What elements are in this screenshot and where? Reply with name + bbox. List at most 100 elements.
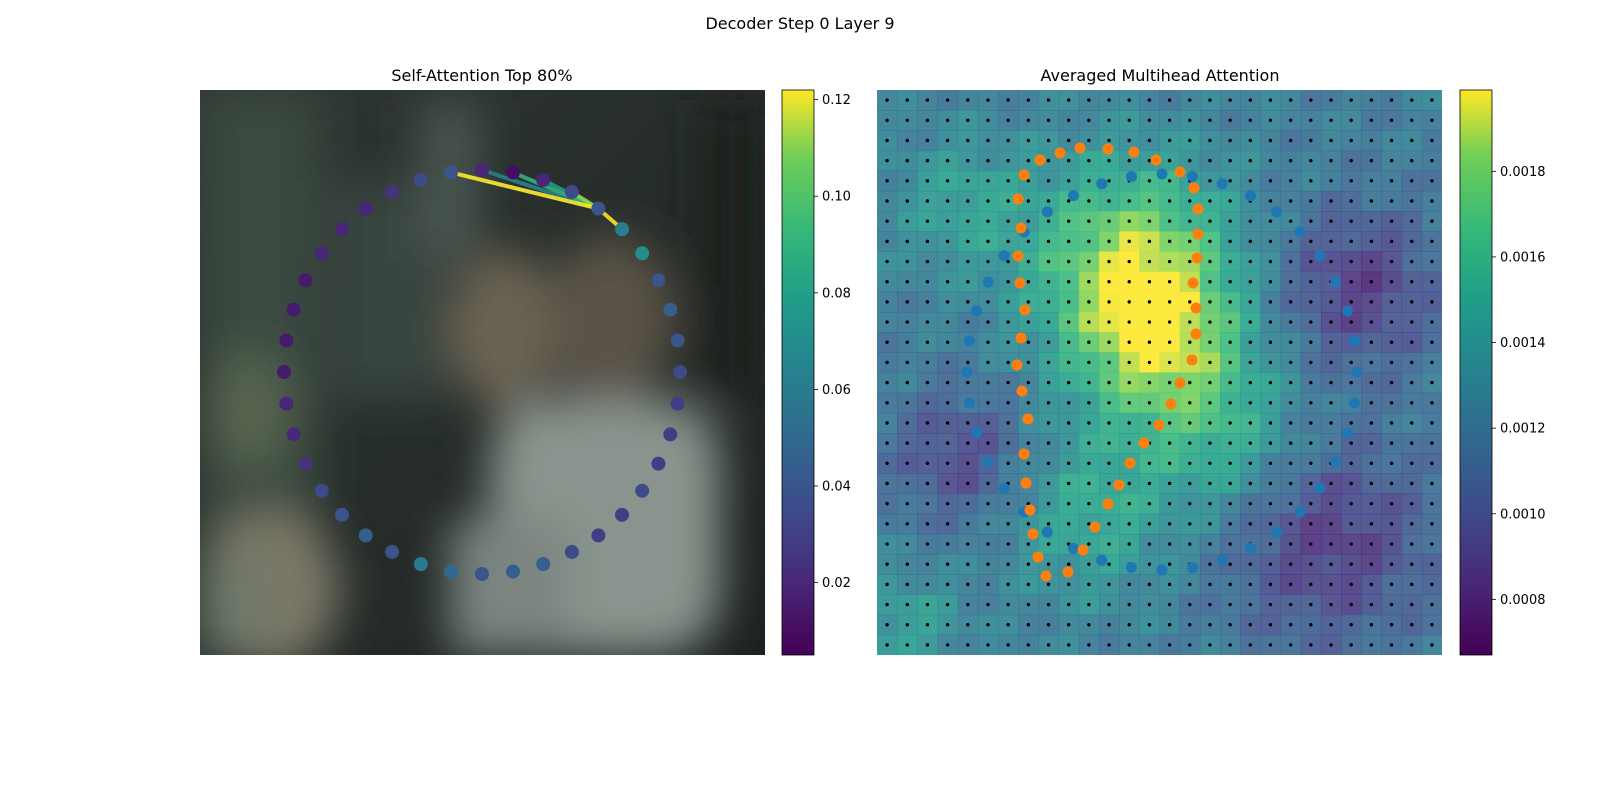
grid-point	[1430, 239, 1434, 244]
grid-point	[1167, 562, 1172, 566]
grid-point	[1066, 118, 1071, 122]
grid-point	[1369, 360, 1374, 365]
grid-point	[905, 501, 909, 506]
colorbar-tick-label: 0.0008	[1500, 593, 1546, 608]
grid-point	[1329, 481, 1333, 486]
grid-point	[1430, 360, 1434, 365]
grid-point	[1288, 481, 1293, 486]
grid-point	[1208, 461, 1212, 466]
grid-point	[1026, 259, 1031, 264]
grid-point	[1228, 461, 1232, 466]
grid-point	[1309, 481, 1313, 486]
grid-point	[1147, 118, 1152, 122]
grid-point	[1188, 623, 1192, 627]
grid-point	[1309, 582, 1313, 587]
initial-contour-point	[1294, 226, 1306, 238]
grid-point	[1329, 179, 1333, 183]
grid-point	[1107, 441, 1111, 445]
grid-point	[925, 643, 930, 647]
grid-point	[966, 300, 970, 304]
contour-point	[358, 528, 373, 543]
grid-point	[1349, 239, 1353, 244]
grid-point	[1066, 259, 1071, 264]
grid-point	[966, 158, 970, 163]
initial-contour-point	[961, 366, 973, 378]
predicted-contour-point	[1174, 377, 1186, 389]
grid-point	[1127, 421, 1131, 425]
grid-point	[925, 158, 930, 163]
grid-point	[945, 199, 950, 203]
grid-point	[1066, 562, 1071, 566]
grid-point	[1107, 643, 1111, 647]
grid-point	[945, 441, 950, 445]
grid-point	[1228, 158, 1232, 163]
initial-contour-point	[1271, 206, 1283, 218]
grid-point	[1046, 582, 1051, 587]
grid-point	[885, 199, 889, 203]
grid-point	[1268, 300, 1273, 304]
grid-point	[1430, 501, 1434, 506]
grid-point	[1288, 401, 1293, 405]
grid-point	[1369, 380, 1374, 385]
grid-point	[1188, 239, 1192, 244]
grid-point	[1087, 643, 1091, 647]
grid-point	[1349, 219, 1353, 223]
grid-point	[1349, 360, 1353, 365]
grid-point	[945, 522, 950, 526]
grid-point	[1026, 199, 1031, 203]
grid-point	[1369, 320, 1374, 324]
grid-point	[1167, 380, 1172, 385]
grid-point	[966, 623, 970, 627]
grid-point	[1188, 380, 1192, 385]
grid-point	[1167, 360, 1172, 365]
grid-point	[1066, 501, 1071, 506]
attention-link	[510, 170, 601, 211]
grid-point	[1288, 421, 1293, 425]
grid-point	[1228, 199, 1232, 203]
grid-point	[925, 98, 930, 102]
grid-point	[1410, 623, 1414, 627]
grid-point	[1188, 259, 1192, 264]
grid-point	[1248, 118, 1253, 122]
grid-point	[1288, 542, 1293, 546]
grid-point	[1087, 582, 1091, 587]
grid-point	[905, 199, 909, 203]
grid-point	[1369, 279, 1374, 284]
contour-point	[591, 201, 606, 216]
initial-contour-point	[1351, 366, 1363, 378]
grid-point	[1389, 401, 1394, 405]
grid-point	[1147, 158, 1152, 163]
grid-point	[1188, 158, 1192, 163]
grid-point	[1026, 300, 1031, 304]
grid-point	[1006, 98, 1010, 102]
grid-point	[1268, 501, 1273, 506]
grid-point	[966, 421, 970, 425]
grid-point	[1430, 219, 1434, 223]
grid-point	[925, 380, 930, 385]
grid-point	[1389, 643, 1394, 647]
grid-point	[986, 340, 990, 344]
grid-point	[1228, 542, 1232, 546]
grid-point	[1430, 643, 1434, 647]
grid-point	[1329, 360, 1333, 365]
grid-point	[1127, 501, 1131, 506]
grid-point	[1349, 138, 1353, 143]
grid-point	[1389, 199, 1394, 203]
grid-point	[1087, 179, 1091, 183]
grid-point	[1127, 199, 1131, 203]
grid-point	[905, 340, 909, 344]
grid-point	[1167, 522, 1172, 526]
grid-point	[1046, 522, 1051, 526]
grid-point	[945, 421, 950, 425]
grid-point	[1248, 380, 1253, 385]
grid-point	[1147, 300, 1152, 304]
grid-point	[1046, 602, 1051, 607]
grid-point	[1066, 300, 1071, 304]
contour-point	[615, 507, 630, 522]
grid-point	[1288, 441, 1293, 445]
grid-point	[1006, 542, 1010, 546]
grid-point	[1208, 118, 1212, 122]
grid-point	[1268, 118, 1273, 122]
grid-point	[1147, 98, 1152, 102]
grid-point	[1087, 300, 1091, 304]
